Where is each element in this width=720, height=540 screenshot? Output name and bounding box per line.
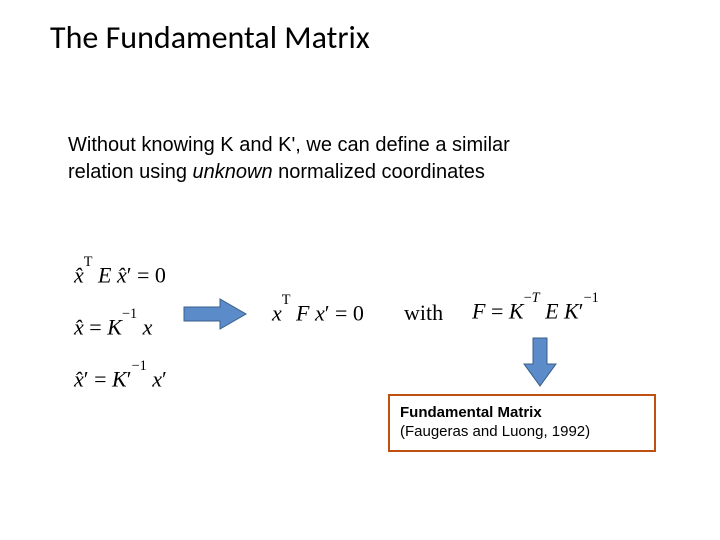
arrow-to-callout: [520, 334, 560, 390]
body-line2-italic: unknown: [193, 161, 273, 183]
body-line1: Without knowing K and K', we can define …: [68, 134, 510, 156]
page-title: The Fundamental Matrix: [50, 18, 370, 57]
callout-title: Fundamental Matrix: [400, 404, 644, 423]
body-paragraph: Without knowing K and K', we can define …: [68, 132, 628, 186]
slide: The Fundamental Matrix Without knowing K…: [0, 0, 720, 540]
callout-box: Fundamental Matrix (Faugeras and Luong, …: [388, 394, 656, 452]
body-line2a: relation using: [68, 161, 193, 183]
eq-xhatprime: x̂′ = K′−1 x′: [74, 366, 167, 392]
eq-f-def: F = K−T E K′−1: [472, 298, 599, 324]
arrow-to-fundamental: [180, 296, 250, 332]
eq-essential: x̂T E x̂′ = 0: [74, 262, 166, 288]
body-line2b: normalized coordinates: [273, 161, 485, 183]
eq-fundamental: xT F x′ = 0: [272, 300, 364, 326]
callout-sub: (Faugeras and Luong, 1992): [400, 423, 644, 442]
eq-with: with: [404, 300, 443, 326]
eq-xhat: x̂ = K−1 x: [74, 314, 152, 340]
